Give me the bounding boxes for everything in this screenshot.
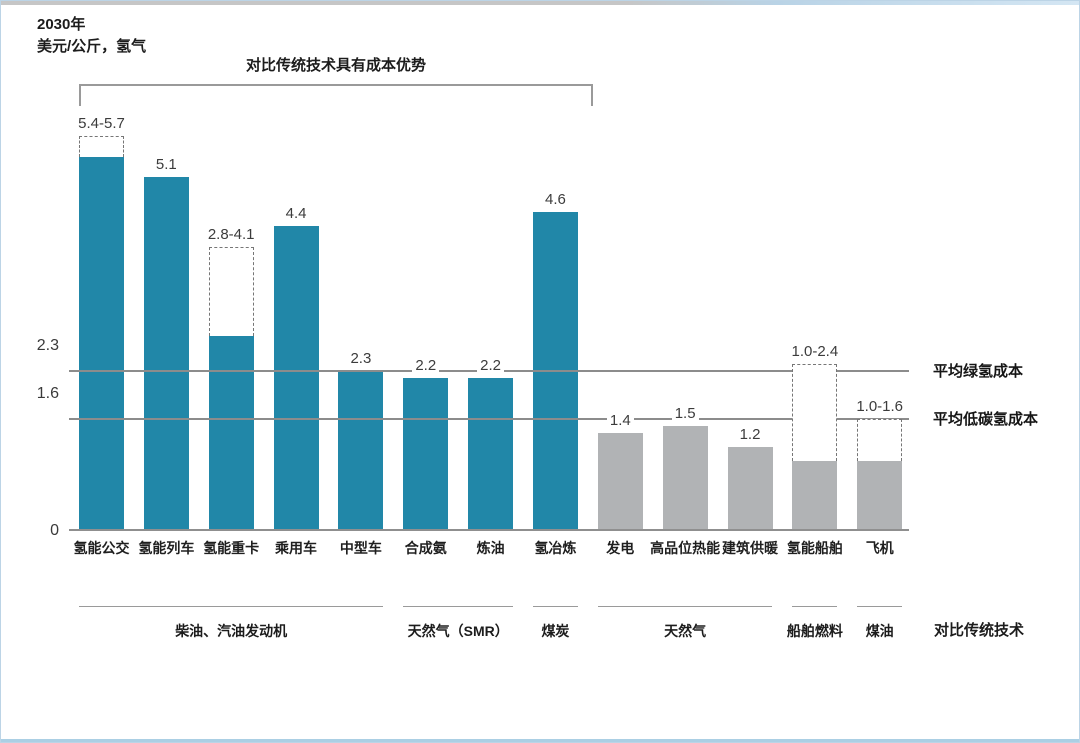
group-label-煤油: 煤油 (865, 623, 894, 639)
group-underline-煤炭 (532, 606, 578, 607)
bar-category-label-建筑供暖: 建筑供暖 (722, 540, 778, 556)
group-underline-天然气（SMR） (403, 606, 514, 607)
bar-value-label-飞机: 1.0-1.6 (825, 398, 935, 416)
bar-category-label-飞机: 飞机 (865, 540, 894, 556)
bar-category-label-氢能重卡: 氢能重卡 (203, 540, 260, 556)
x-axis-baseline (69, 529, 909, 531)
page-top-border (1, 1, 1079, 5)
bar-category-label-炼油: 炼油 (476, 540, 505, 556)
bar-发电 (597, 433, 643, 530)
bar-value-label-中型车: 2.3 (306, 350, 416, 368)
chart-title-unit: 美元/公斤，氢气 (37, 38, 147, 55)
bar-category-label-中型车: 中型车 (339, 540, 382, 556)
bar-range-box-氢能船舶 (792, 364, 838, 461)
page-bottom-border (1, 739, 1079, 742)
bar-氢能重卡 (208, 336, 254, 530)
avg-green-hydrogen-cost-label: 平均绿氢成本 (933, 363, 1024, 380)
bar-value-label-氢能列车: 5.1 (111, 156, 221, 174)
chart-title-year: 2030年 (37, 16, 86, 33)
bar-value-label-氢冶炼: 4.6 (500, 191, 610, 209)
cost-advantage-bracket (79, 84, 593, 106)
bar-range-box-氢能重卡 (208, 246, 254, 337)
bar-category-label-氢能船舶: 氢能船舶 (786, 540, 843, 556)
bar-氢能公交 (79, 156, 124, 530)
bar-飞机 (857, 460, 903, 530)
avg-low-carbon-hydrogen-cost-label: 平均低碳氢成本 (933, 411, 1039, 429)
bar-高品位热能 (662, 426, 708, 530)
group-underline-船舶燃料 (792, 606, 838, 607)
bar-range-box-飞机 (857, 419, 903, 461)
bar-value-label-氢能船舶: 1.0-2.4 (760, 343, 870, 361)
group-label-天然气: 天然气 (664, 623, 707, 639)
bar-range-box-氢能公交 (79, 135, 124, 157)
bar-category-label-氢能列车: 氢能列车 (138, 540, 195, 556)
bar-炼油 (468, 377, 514, 530)
y-tick-label-0: 0 (50, 522, 59, 539)
bar-category-label-高品位热能: 高品位热能 (650, 540, 721, 556)
y-tick-label-1.6: 1.6 (36, 385, 59, 403)
bar-value-label-氢能公交: 5.4-5.7 (47, 114, 157, 133)
bar-category-label-合成氨: 合成氨 (404, 540, 447, 556)
bar-category-label-乘用车: 乘用车 (275, 540, 318, 556)
cost-advantage-annotation: 对比传统技术具有成本优势 (245, 57, 426, 74)
bar-value-label-建筑供暖: 1.2 (695, 426, 805, 444)
bar-value-label-高品位热能: 1.5 (630, 405, 740, 423)
bar-中型车 (338, 371, 384, 530)
group-label-船舶燃料: 船舶燃料 (786, 623, 843, 639)
bar-value-label-乘用车: 4.4 (241, 204, 351, 223)
bar-value-label-炼油: 2.2 (436, 356, 546, 375)
bar-氢能船舶 (792, 460, 838, 530)
group-underline-煤油 (857, 606, 903, 607)
y-tick-label-2.3: 2.3 (36, 337, 59, 354)
group-underline-天然气 (597, 606, 773, 607)
bar-value-label-氢能重卡: 2.8-4.1 (176, 225, 286, 244)
bar-category-label-发电: 发电 (606, 540, 635, 556)
bar-value-label-发电: 1.4 (565, 412, 675, 430)
bar-氢能列车 (143, 177, 189, 530)
bar-建筑供暖 (727, 447, 773, 530)
group-label-煤炭: 煤炭 (541, 623, 570, 639)
group-label-天然气（SMR）: 天然气（SMR） (407, 623, 509, 639)
bar-合成氨 (403, 377, 449, 530)
traditional-tech-axis-label: 对比传统技术 (933, 622, 1024, 639)
bar-category-label-氢能公交: 氢能公交 (73, 540, 130, 556)
bar-category-label-氢冶炼: 氢冶炼 (534, 540, 577, 556)
group-underline-柴油、汽油发动机 (79, 606, 384, 607)
reference-line-1.6 (69, 418, 909, 421)
group-label-柴油、汽油发动机: 柴油、汽油发动机 (175, 623, 288, 639)
bar-value-label-合成氨: 2.2 (371, 356, 481, 375)
bar-乘用车 (273, 225, 319, 530)
